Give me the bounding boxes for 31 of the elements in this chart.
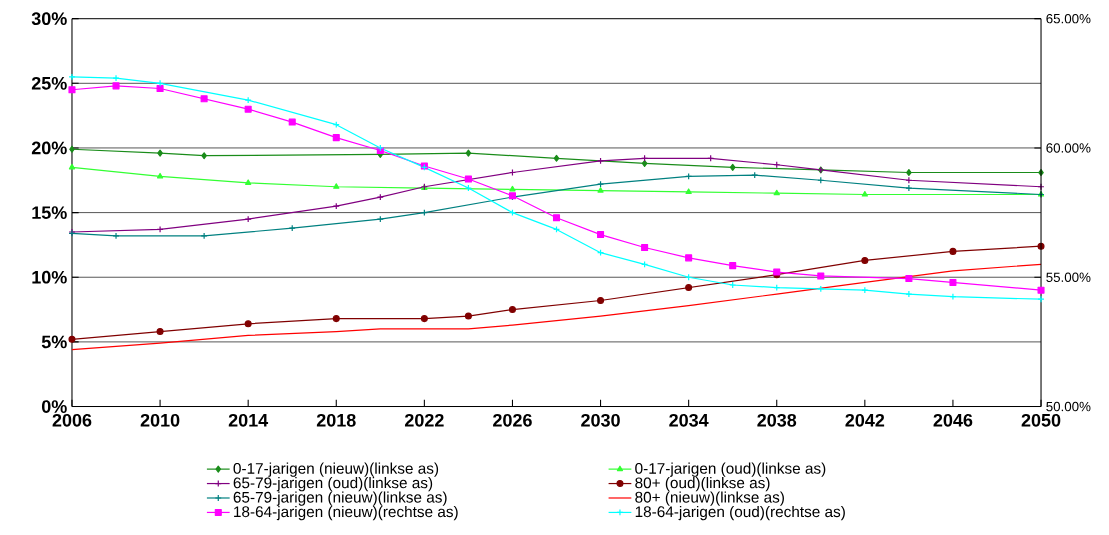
legend-label: 65-79-jarigen (nieuw)(linkse as) [233, 491, 447, 506]
x-tick-label: 2034 [669, 414, 709, 427]
legend-label: 0-17-jarigen (oud)(linkse as) [635, 462, 826, 478]
x-tick-label: 2026 [493, 414, 532, 427]
y2-tick-label: 60.00% [1046, 143, 1091, 153]
x-tick-label: 2050 [1021, 414, 1061, 427]
x-tick-label: 2018 [316, 414, 356, 427]
y-tick-label: 15% [32, 206, 67, 220]
legend-label: 18-64-jarigen (nieuw)(rechtse as) [234, 506, 458, 521]
legend-label: 65-79-jarigen (oud)(linkse as) [233, 477, 433, 492]
x-tick-label: 2046 [933, 414, 973, 427]
x-tick-label: 2038 [757, 414, 797, 427]
legend-label: 80+ (nieuw)(linkse as) [635, 491, 784, 506]
x-tick-label: 2030 [581, 414, 620, 427]
y2-tick-label: 65.00% [1046, 14, 1091, 24]
y-tick-label: 5% [41, 335, 67, 349]
y-tick-label: 20% [31, 141, 67, 155]
x-tick-label: 2010 [140, 414, 180, 427]
x-tick-label: 2022 [404, 414, 444, 427]
x-tick-label: 2014 [228, 414, 269, 427]
y-tick-label: 30% [31, 12, 67, 26]
y2-tick-label: 55.00% [1046, 272, 1091, 283]
legend-label: 0-17-jarigen (nieuw)(linkse as) [233, 462, 439, 478]
y-tick-label: 10% [32, 271, 67, 284]
y-tick-label: 0% [41, 400, 67, 414]
legend-label: 18-64-jarigen (oud)(rechtse as) [635, 506, 845, 521]
legend-label: 80+ (oud)(linkse as) [635, 477, 770, 492]
x-tick-label: 2042 [845, 414, 885, 427]
x-tick-label: 2006 [52, 414, 92, 427]
y2-tick-label: 50.00% [1046, 402, 1091, 412]
y-tick-label: 25% [31, 77, 67, 90]
